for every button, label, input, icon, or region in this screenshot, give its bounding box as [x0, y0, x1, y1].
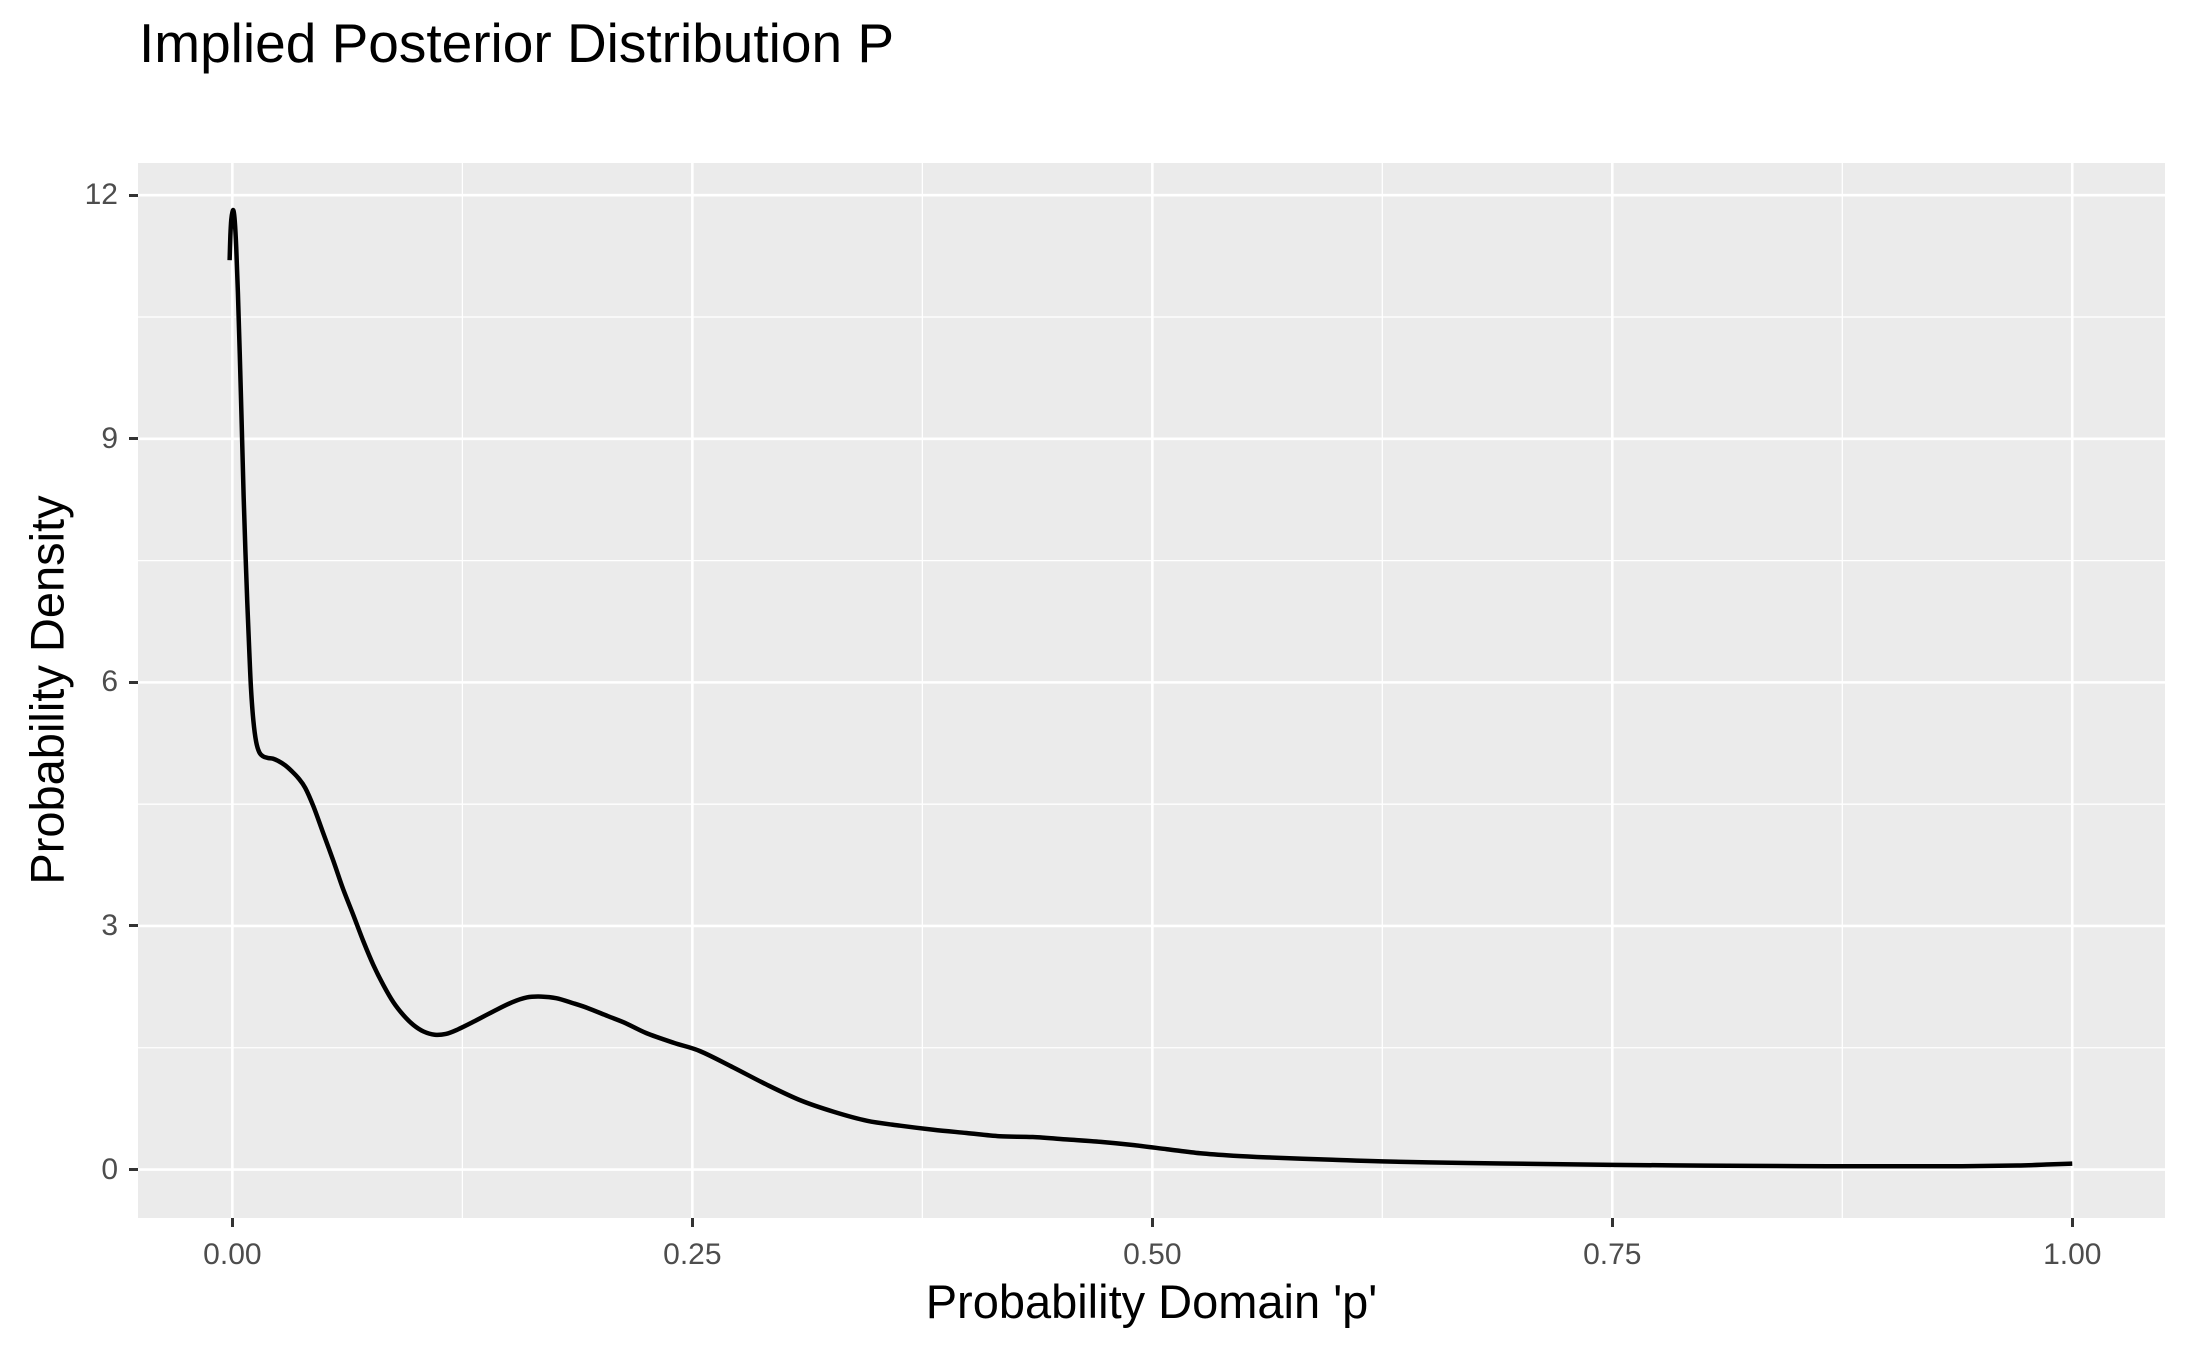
x-tick-label: 0.25 — [663, 1238, 722, 1271]
x-tick-label: 0.00 — [203, 1238, 262, 1271]
plot-title: Implied Posterior Distribution P — [139, 12, 895, 74]
y-tick-mark — [129, 437, 138, 441]
x-tick-mark — [1150, 1218, 1154, 1227]
x-tick-mark — [1610, 1218, 1614, 1227]
y-tick-label: 12 — [84, 178, 118, 212]
plot-panel — [138, 163, 2165, 1218]
y-tick-mark — [129, 193, 138, 197]
x-tick-label: 1.00 — [2043, 1238, 2102, 1271]
y-axis-title: Probability Density — [20, 495, 74, 885]
x-tick-label: 0.50 — [1123, 1238, 1182, 1271]
x-tick-mark — [2070, 1218, 2074, 1227]
y-tick-label: 6 — [101, 665, 118, 699]
x-tick-mark — [230, 1218, 234, 1227]
y-tick-label: 9 — [101, 421, 118, 455]
y-tick-label: 0 — [101, 1152, 118, 1186]
x-tick-mark — [690, 1218, 694, 1227]
y-tick-mark — [129, 924, 138, 928]
x-tick-label: 0.75 — [1583, 1238, 1642, 1271]
y-tick-label: 3 — [101, 908, 118, 942]
x-axis-title: Probability Domain 'p' — [925, 1275, 1378, 1328]
y-tick-mark — [129, 680, 138, 684]
y-tick-mark — [129, 1168, 138, 1172]
density-curve — [227, 207, 2073, 1169]
